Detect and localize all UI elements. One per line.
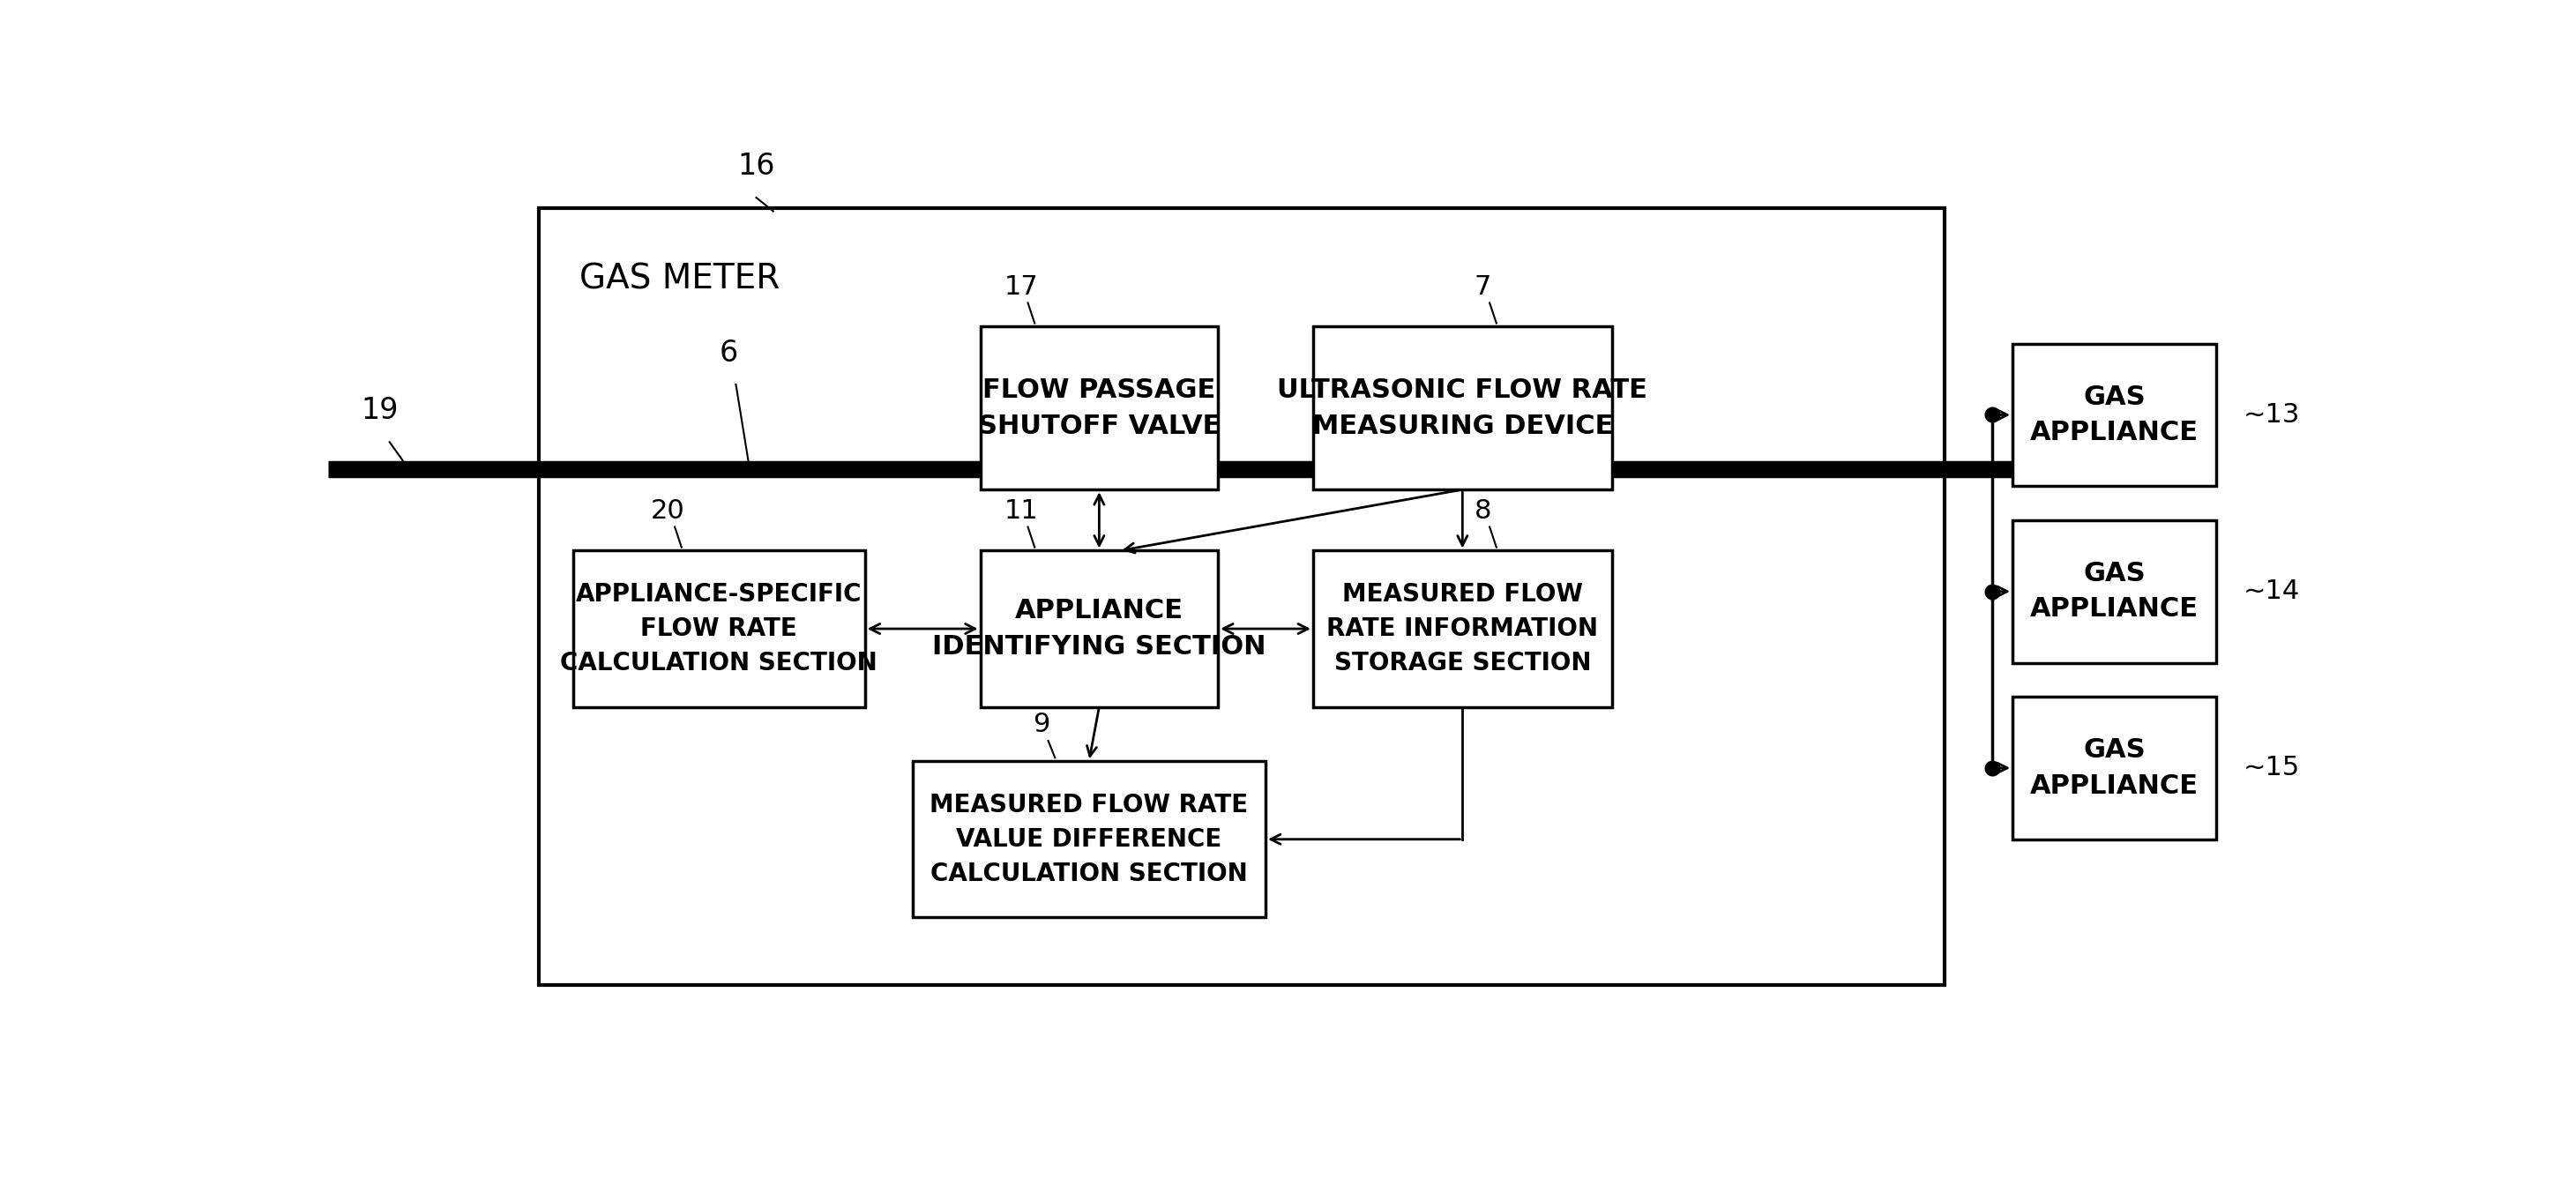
Text: 11: 11 xyxy=(1005,498,1038,523)
Bar xyxy=(2012,696,2215,839)
Text: ~15: ~15 xyxy=(2244,755,2300,781)
Text: GAS METER: GAS METER xyxy=(580,263,781,296)
Bar xyxy=(1314,327,1613,490)
Text: FLOW PASSAGE
SHUTOFF VALVE: FLOW PASSAGE SHUTOFF VALVE xyxy=(979,377,1221,438)
Text: 7: 7 xyxy=(1473,273,1492,300)
Text: MEASURED FLOW
RATE INFORMATION
STORAGE SECTION: MEASURED FLOW RATE INFORMATION STORAGE S… xyxy=(1327,581,1597,676)
Text: GAS
APPLIANCE: GAS APPLIANCE xyxy=(2030,384,2197,445)
Text: MEASURED FLOW RATE
VALUE DIFFERENCE
CALCULATION SECTION: MEASURED FLOW RATE VALUE DIFFERENCE CALC… xyxy=(930,793,1249,886)
Bar xyxy=(2012,344,2215,486)
Bar xyxy=(981,327,1218,490)
Text: APPLIANCE
IDENTIFYING SECTION: APPLIANCE IDENTIFYING SECTION xyxy=(933,598,1265,659)
Bar xyxy=(1314,550,1613,707)
Text: 20: 20 xyxy=(652,498,685,523)
Text: 8: 8 xyxy=(1473,498,1492,523)
Text: 19: 19 xyxy=(361,396,399,425)
Text: 16: 16 xyxy=(737,152,775,180)
Text: ~14: ~14 xyxy=(2244,579,2300,604)
Bar xyxy=(912,762,1265,917)
Bar xyxy=(572,550,866,707)
Bar xyxy=(2012,521,2215,663)
Bar xyxy=(981,550,1218,707)
Text: 6: 6 xyxy=(719,338,739,368)
Text: ~13: ~13 xyxy=(2244,402,2300,427)
Text: GAS
APPLIANCE: GAS APPLIANCE xyxy=(2030,738,2197,799)
Text: ULTRASONIC FLOW RATE
MEASURING DEVICE: ULTRASONIC FLOW RATE MEASURING DEVICE xyxy=(1278,377,1649,438)
Text: 9: 9 xyxy=(1033,712,1051,738)
Bar xyxy=(538,208,1945,985)
Text: 17: 17 xyxy=(1005,273,1038,300)
Text: GAS
APPLIANCE: GAS APPLIANCE xyxy=(2030,561,2197,622)
Text: APPLIANCE-SPECIFIC
FLOW RATE
CALCULATION SECTION: APPLIANCE-SPECIFIC FLOW RATE CALCULATION… xyxy=(559,581,878,676)
